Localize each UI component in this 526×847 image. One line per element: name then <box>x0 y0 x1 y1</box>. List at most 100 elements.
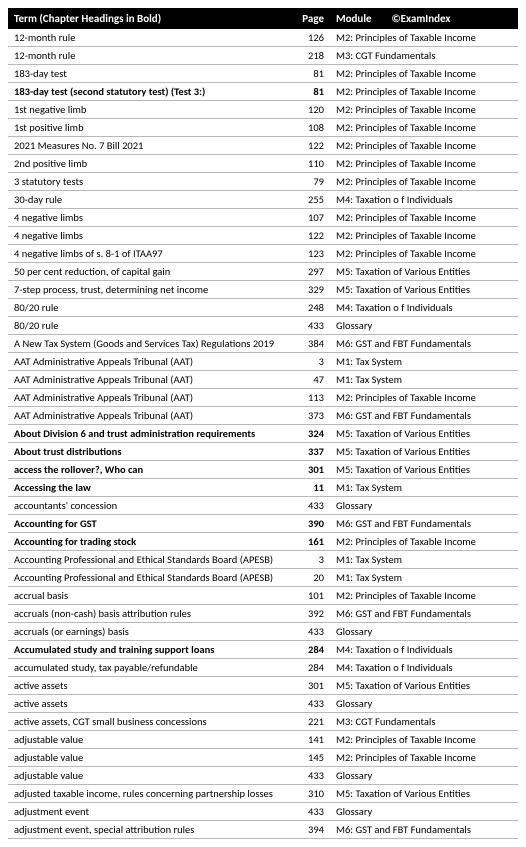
cell-term: adjustable value <box>8 731 288 749</box>
cell-page: 122 <box>288 227 330 245</box>
cell-term: 2021 Measures No. 7 Bill 2021 <box>8 137 288 155</box>
cell-module: M4: Taxation o f Individuals <box>330 299 518 317</box>
header-page: Page <box>288 8 330 29</box>
cell-term: active assets, CGT small business conces… <box>8 713 288 731</box>
cell-term: active assets <box>8 677 288 695</box>
cell-module: M1: Tax System <box>330 551 518 569</box>
cell-page: 337 <box>288 443 330 461</box>
cell-module: M6: GST and FBT Fundamentals <box>330 335 518 353</box>
table-row: 50 per cent reduction, of capital gain29… <box>8 263 518 281</box>
table-row: 183-day test (second statutory test) (Te… <box>8 83 518 101</box>
table-row: A New Tax System (Goods and Services Tax… <box>8 335 518 353</box>
cell-page: 3 <box>288 551 330 569</box>
cell-module: M5: Taxation of Various Entities <box>330 461 518 479</box>
cell-module: M2: Principles of Taxable Income <box>330 209 518 227</box>
cell-term: 30-day rule <box>8 191 288 209</box>
cell-module: Glossary <box>330 803 518 821</box>
header-module: Module ©ExamIndex <box>330 8 518 29</box>
table-row: AAT Administrative Appeals Tribunal (AAT… <box>8 389 518 407</box>
cell-module: M2: Principles of Taxable Income <box>330 173 518 191</box>
table-row: Accessing the law11M1: Tax System <box>8 479 518 497</box>
cell-page: 126 <box>288 29 330 47</box>
cell-page: 255 <box>288 191 330 209</box>
cell-page: 101 <box>288 587 330 605</box>
cell-term: Accumulated study and training support l… <box>8 641 288 659</box>
cell-term: Accounting Professional and Ethical Stan… <box>8 569 288 587</box>
cell-page: 122 <box>288 137 330 155</box>
cell-module: M5: Taxation of Various Entities <box>330 677 518 695</box>
cell-term: 12-month rule <box>8 47 288 65</box>
cell-term: accountants' concession <box>8 497 288 515</box>
cell-term: adjustable value <box>8 767 288 785</box>
cell-module: M2: Principles of Taxable Income <box>330 731 518 749</box>
cell-page: 141 <box>288 731 330 749</box>
table-row: 30-day rule255M4: Taxation o f Individua… <box>8 191 518 209</box>
table-row: accrual basis101M2: Principles of Taxabl… <box>8 587 518 605</box>
cell-term: 4 negative limbs <box>8 209 288 227</box>
cell-module: M5: Taxation of Various Entities <box>330 281 518 299</box>
cell-module: M2: Principles of Taxable Income <box>330 389 518 407</box>
cell-module: M3: CGT Fundamentals <box>330 713 518 731</box>
cell-term: About Division 6 and trust administratio… <box>8 425 288 443</box>
cell-page: 284 <box>288 641 330 659</box>
table-row: About Division 6 and trust administratio… <box>8 425 518 443</box>
table-row: active assets301M5: Taxation of Various … <box>8 677 518 695</box>
cell-page: 384 <box>288 335 330 353</box>
table-row: Accounting Professional and Ethical Stan… <box>8 551 518 569</box>
cell-term: 80/20 rule <box>8 299 288 317</box>
table-row: 80/20 rule433Glossary <box>8 317 518 335</box>
index-table: Term (Chapter Headings in Bold) Page Mod… <box>8 8 518 839</box>
index-body: 12-month rule126M2: Principles of Taxabl… <box>8 29 518 839</box>
cell-term: adjusted taxable income, rules concernin… <box>8 785 288 803</box>
cell-page: 390 <box>288 515 330 533</box>
cell-module: M2: Principles of Taxable Income <box>330 65 518 83</box>
header-term: Term (Chapter Headings in Bold) <box>8 8 288 29</box>
cell-term: Accounting for trading stock <box>8 533 288 551</box>
table-row: 12-month rule126M2: Principles of Taxabl… <box>8 29 518 47</box>
table-row: 2nd positive limb110M2: Principles of Ta… <box>8 155 518 173</box>
cell-module: M2: Principles of Taxable Income <box>330 533 518 551</box>
cell-term: Accessing the law <box>8 479 288 497</box>
header-module-label: Module <box>336 12 372 25</box>
cell-page: 113 <box>288 389 330 407</box>
cell-page: 110 <box>288 155 330 173</box>
table-row: Accounting for trading stock161M2: Princ… <box>8 533 518 551</box>
table-row: accruals (non-cash) basis attribution ru… <box>8 605 518 623</box>
cell-page: 394 <box>288 821 330 839</box>
cell-page: 373 <box>288 407 330 425</box>
cell-page: 297 <box>288 263 330 281</box>
cell-module: Glossary <box>330 623 518 641</box>
cell-term: 7-step process, trust, determining net i… <box>8 281 288 299</box>
cell-module: M2: Principles of Taxable Income <box>330 101 518 119</box>
cell-page: 145 <box>288 749 330 767</box>
cell-module: M5: Taxation of Various Entities <box>330 785 518 803</box>
table-row: Accumulated study and training support l… <box>8 641 518 659</box>
cell-page: 329 <box>288 281 330 299</box>
cell-module: M4: Taxation o f Individuals <box>330 659 518 677</box>
table-row: 1st positive limb108M2: Principles of Ta… <box>8 119 518 137</box>
cell-page: 433 <box>288 767 330 785</box>
table-row: 4 negative limbs107M2: Principles of Tax… <box>8 209 518 227</box>
table-row: adjustable value433Glossary <box>8 767 518 785</box>
table-row: 4 negative limbs122M2: Principles of Tax… <box>8 227 518 245</box>
table-row: 183-day test81M2: Principles of Taxable … <box>8 65 518 83</box>
cell-page: 248 <box>288 299 330 317</box>
cell-module: Glossary <box>330 317 518 335</box>
cell-module: Glossary <box>330 695 518 713</box>
cell-term: adjustment event, special attribution ru… <box>8 821 288 839</box>
table-row: active assets433Glossary <box>8 695 518 713</box>
table-row: Accounting Professional and Ethical Stan… <box>8 569 518 587</box>
cell-module: M5: Taxation of Various Entities <box>330 425 518 443</box>
cell-term: AAT Administrative Appeals Tribunal (AAT… <box>8 353 288 371</box>
cell-term: AAT Administrative Appeals Tribunal (AAT… <box>8 389 288 407</box>
cell-term: 80/20 rule <box>8 317 288 335</box>
table-row: 2021 Measures No. 7 Bill 2021122M2: Prin… <box>8 137 518 155</box>
cell-page: 120 <box>288 101 330 119</box>
cell-module: M1: Tax System <box>330 353 518 371</box>
cell-term: 4 negative limbs of s. 8-1 of ITAA97 <box>8 245 288 263</box>
table-row: adjustable value145M2: Principles of Tax… <box>8 749 518 767</box>
table-row: AAT Administrative Appeals Tribunal (AAT… <box>8 371 518 389</box>
cell-term: 1st positive limb <box>8 119 288 137</box>
cell-page: 107 <box>288 209 330 227</box>
cell-page: 284 <box>288 659 330 677</box>
